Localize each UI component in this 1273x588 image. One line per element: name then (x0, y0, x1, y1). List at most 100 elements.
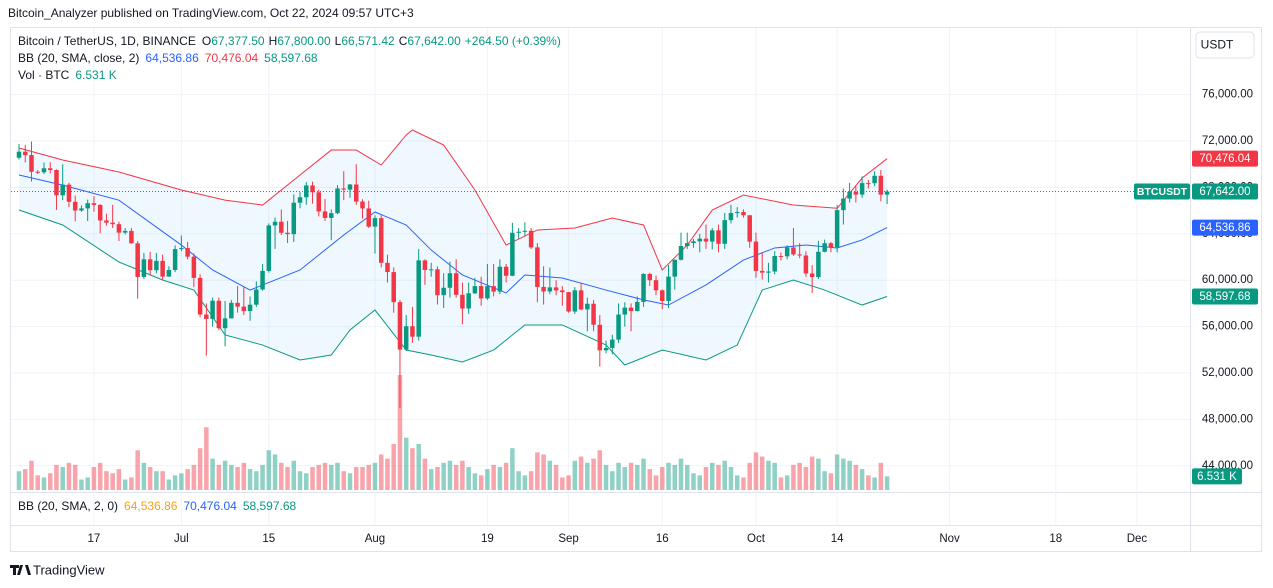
band-line (18, 209, 888, 366)
volume-bar (716, 464, 721, 490)
volume-bar (585, 462, 590, 490)
legend-line: BB (20, SMA, 2, 0) 64,536.86 70,476.04 58,5… (18, 499, 297, 513)
volume-bar (834, 454, 840, 490)
volume-bar (553, 464, 559, 490)
volume-bar (566, 475, 571, 490)
candle-body (154, 260, 159, 271)
volume-bar (329, 464, 334, 490)
volume-bar (628, 462, 634, 490)
volume-bar (578, 456, 584, 490)
candle-body (391, 272, 396, 303)
candle-body (310, 185, 315, 193)
candle-body (585, 303, 590, 310)
candle-body (47, 168, 53, 171)
volume-bar (66, 462, 72, 490)
price-tag (1192, 219, 1258, 236)
candle-body (716, 230, 721, 244)
volume-bar (341, 471, 347, 490)
band-line (18, 129, 888, 271)
volume-bar (841, 458, 846, 490)
candle-body (378, 218, 384, 263)
volume-bar (666, 462, 671, 490)
candle-body (797, 254, 802, 256)
candle-body (684, 243, 690, 246)
candle-body (628, 307, 634, 312)
band-value: 70,476.04 (205, 51, 259, 65)
candle-body (235, 302, 240, 307)
volume-bar (116, 469, 122, 490)
plot-area (11, 129, 1190, 490)
volume-bar (784, 475, 790, 490)
candle-body (809, 273, 815, 278)
candle-body (872, 175, 877, 184)
candle-body (329, 213, 334, 218)
volume-bar (653, 475, 659, 490)
candle-body (834, 210, 840, 248)
candle-body (822, 243, 827, 252)
volume-bar (353, 467, 359, 490)
volume-bar (72, 464, 78, 490)
candle-body (222, 318, 228, 329)
candle-body (803, 255, 809, 274)
legend: Bitcoin / TetherUS, 1D, BINANCE O67,377.5… (18, 34, 561, 513)
candle-body (535, 247, 540, 287)
candle-body (666, 276, 671, 301)
volume-bar (272, 454, 278, 490)
volume-bar (179, 473, 184, 490)
volume-bar (35, 475, 40, 490)
volume-bar (122, 479, 128, 490)
candle-body (653, 280, 659, 291)
legend-line: BB (20, SMA, close, 2) 64,536.86 70,476.04… (18, 51, 318, 65)
candle-body (197, 277, 203, 315)
candle-body (260, 270, 265, 290)
currency-button[interactable] (1195, 31, 1255, 59)
candle-body (372, 218, 378, 227)
candle-body (497, 266, 503, 292)
candle-body (422, 260, 428, 270)
volume-bar (110, 473, 115, 490)
candle-body (179, 248, 184, 250)
candle-body (385, 262, 390, 273)
candle-body (266, 225, 272, 271)
candle-body (141, 259, 147, 277)
candle-body (622, 307, 628, 315)
candle-body (366, 208, 371, 227)
candle-body (435, 269, 440, 296)
volume-bar (216, 464, 222, 490)
x-tick-label: 19 (481, 533, 494, 545)
candle-body (428, 269, 434, 271)
symbol-tag (1134, 183, 1190, 200)
x-tick-label: Oct (747, 533, 766, 545)
candle-body (747, 215, 752, 242)
candle-body (660, 290, 665, 301)
volume-bar (366, 464, 371, 490)
volume-bar (516, 471, 521, 490)
candle-body (172, 249, 178, 270)
candle-body (791, 247, 796, 255)
candle-body (285, 232, 290, 235)
volume-bar (522, 475, 528, 490)
volume-bar (347, 473, 353, 490)
volume-bar (616, 462, 621, 490)
candle-body (741, 212, 746, 216)
volume-bar (809, 456, 815, 490)
volume-bar (597, 450, 603, 490)
candle-body (541, 286, 546, 292)
y-tick-label: 60,000.00 (1202, 274, 1253, 286)
candle-body (572, 290, 578, 312)
band-line (18, 174, 888, 306)
volume-bar (709, 462, 715, 490)
candle-body (147, 259, 153, 271)
candle-body (160, 260, 165, 277)
ohlc-key: L (335, 34, 342, 48)
change: +264.50 (+0.39%) (465, 34, 561, 48)
volume-bar (285, 467, 290, 490)
candle-body (709, 230, 715, 242)
currency[interactable]: USDT (1201, 38, 1234, 52)
candle-body (491, 286, 496, 292)
candle-body (866, 183, 871, 185)
volume-bar (866, 475, 871, 490)
candle-body (816, 251, 821, 278)
volume-bar (647, 469, 653, 490)
band-value: 58,597.68 (264, 51, 318, 65)
